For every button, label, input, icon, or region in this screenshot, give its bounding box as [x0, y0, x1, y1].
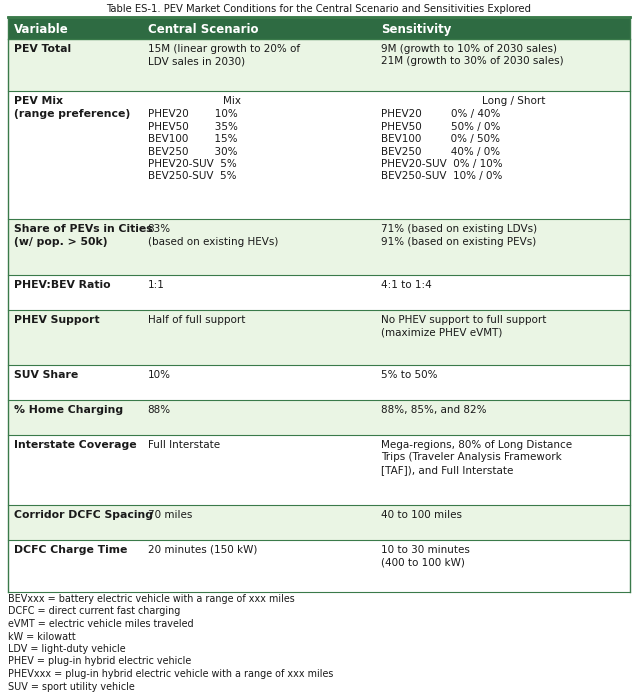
Text: DCFC Charge Time: DCFC Charge Time — [14, 545, 128, 554]
Text: SUV = sport utility vehicle: SUV = sport utility vehicle — [8, 682, 135, 692]
Text: Long / Short: Long / Short — [482, 97, 545, 106]
Text: Corridor DCFC Spacing: Corridor DCFC Spacing — [14, 510, 153, 519]
Text: 1:1: 1:1 — [148, 280, 165, 290]
Text: 5% to 50%: 5% to 50% — [381, 370, 438, 380]
Text: BEVxxx = battery electric vehicle with a range of xxx miles: BEVxxx = battery electric vehicle with a… — [8, 594, 295, 604]
Text: PHEV = plug-in hybrid electric vehicle: PHEV = plug-in hybrid electric vehicle — [8, 657, 191, 666]
Text: PHEV20         0% / 40%
PHEV50         50% / 0%
BEV100         0% / 50%
BEV250  : PHEV20 0% / 40% PHEV50 50% / 0% BEV100 0… — [381, 109, 503, 181]
Text: Central Scenario: Central Scenario — [148, 23, 258, 36]
Text: 4:1 to 1:4: 4:1 to 1:4 — [381, 280, 432, 290]
Text: 88%, 85%, and 82%: 88%, 85%, and 82% — [381, 405, 487, 415]
Text: kW = kilowatt: kW = kilowatt — [8, 631, 76, 641]
Bar — [8, 220, 630, 275]
Bar — [8, 309, 630, 365]
Text: 9M (growth to 10% of 2030 sales)
21M (growth to 30% of 2030 sales): 9M (growth to 10% of 2030 sales) 21M (gr… — [381, 44, 563, 66]
Bar — [8, 540, 630, 592]
Text: Sensitivity: Sensitivity — [381, 23, 451, 36]
Text: % Home Charging: % Home Charging — [14, 405, 123, 415]
Text: Interstate Coverage: Interstate Coverage — [14, 440, 137, 450]
Text: SUV Share: SUV Share — [14, 370, 78, 380]
Text: PHEV Support: PHEV Support — [14, 315, 100, 325]
Text: PEV Mix
(range preference): PEV Mix (range preference) — [14, 97, 130, 119]
Text: DCFC = direct current fast charging: DCFC = direct current fast charging — [8, 606, 181, 617]
Text: Share of PEVs in Cities
(w/ pop. > 50k): Share of PEVs in Cities (w/ pop. > 50k) — [14, 225, 152, 247]
Bar — [8, 17, 630, 39]
Text: Mega-regions, 80% of Long Distance
Trips (Traveler Analysis Framework
[TAF]), an: Mega-regions, 80% of Long Distance Trips… — [381, 440, 572, 475]
Text: 70 miles: 70 miles — [148, 510, 192, 519]
Text: Variable: Variable — [14, 23, 69, 36]
Text: LDV = light-duty vehicle: LDV = light-duty vehicle — [8, 644, 126, 654]
Text: 15M (linear growth to 20% of
LDV sales in 2030): 15M (linear growth to 20% of LDV sales i… — [148, 44, 300, 66]
Text: 88%: 88% — [148, 405, 171, 415]
Text: Table ES-1. PEV Market Conditions for the Central Scenario and Sensitivities Exp: Table ES-1. PEV Market Conditions for th… — [107, 4, 531, 14]
Bar — [8, 92, 630, 220]
Bar — [8, 39, 630, 92]
Bar — [8, 505, 630, 540]
Text: PHEV:BEV Ratio: PHEV:BEV Ratio — [14, 280, 110, 290]
Text: PHEV20        10%
PHEV50        35%
BEV100        15%
BEV250        30%
PHEV20-S: PHEV20 10% PHEV50 35% BEV100 15% BEV250 … — [148, 109, 237, 181]
Text: PEV Total: PEV Total — [14, 44, 71, 54]
Text: 10%: 10% — [148, 370, 171, 380]
Text: Full Interstate: Full Interstate — [148, 440, 220, 450]
Bar — [8, 365, 630, 400]
Bar — [8, 275, 630, 309]
Text: Half of full support: Half of full support — [148, 315, 245, 325]
Text: 10 to 30 minutes
(400 to 100 kW): 10 to 30 minutes (400 to 100 kW) — [381, 545, 470, 567]
Text: 83%
(based on existing HEVs): 83% (based on existing HEVs) — [148, 225, 278, 247]
Bar — [8, 435, 630, 505]
Text: 40 to 100 miles: 40 to 100 miles — [381, 510, 462, 519]
Text: 71% (based on existing LDVs)
91% (based on existing PEVs): 71% (based on existing LDVs) 91% (based … — [381, 225, 537, 247]
Bar — [8, 400, 630, 435]
Text: 20 minutes (150 kW): 20 minutes (150 kW) — [148, 545, 257, 554]
Text: No PHEV support to full support
(maximize PHEV eVMT): No PHEV support to full support (maximiz… — [381, 315, 546, 337]
Text: PHEVxxx = plug-in hybrid electric vehicle with a range of xxx miles: PHEVxxx = plug-in hybrid electric vehicl… — [8, 669, 334, 679]
Text: Mix: Mix — [223, 97, 241, 106]
Text: eVMT = electric vehicle miles traveled: eVMT = electric vehicle miles traveled — [8, 619, 193, 629]
